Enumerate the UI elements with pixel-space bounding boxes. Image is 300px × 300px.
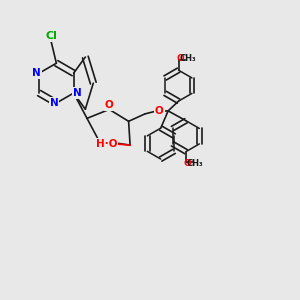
Text: N: N <box>32 68 41 78</box>
Text: CH₃: CH₃ <box>187 159 203 168</box>
Text: O: O <box>176 54 184 63</box>
Text: O: O <box>105 100 114 110</box>
Text: Cl: Cl <box>46 31 58 40</box>
Text: O: O <box>155 106 164 116</box>
Text: N: N <box>73 88 82 98</box>
Text: H·O: H·O <box>96 139 117 148</box>
Text: N: N <box>50 98 58 108</box>
Text: O: O <box>184 159 191 168</box>
Text: CH₃: CH₃ <box>179 54 196 63</box>
